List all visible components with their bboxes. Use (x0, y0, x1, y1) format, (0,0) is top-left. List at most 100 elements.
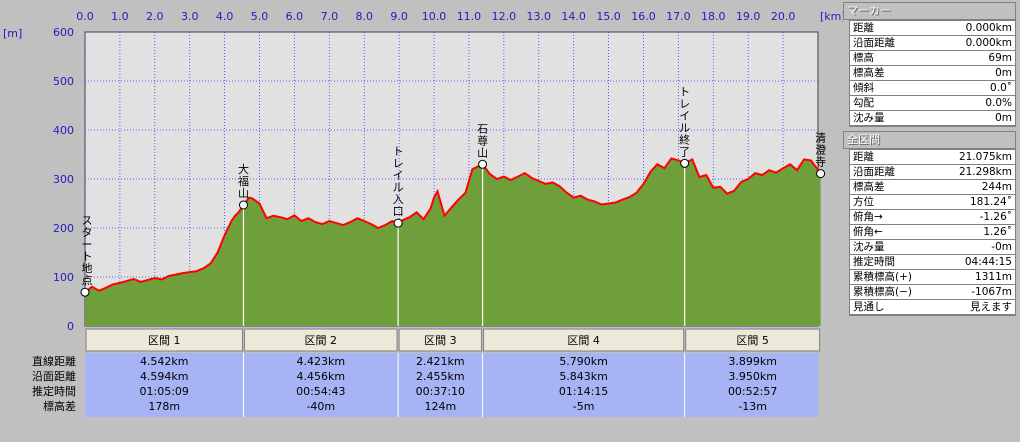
segment-value: 3.950km (728, 370, 777, 383)
total_panel-value: -0m (991, 241, 1012, 253)
marker-dot (238, 200, 248, 210)
segment-row-label: 標高差 (43, 399, 76, 413)
marker-label: 大福山 (238, 162, 249, 200)
segment-value: 4.542km (140, 355, 189, 368)
segment-value: 3.899km (728, 355, 777, 368)
segment-name: 区間 4 (567, 334, 600, 347)
marker-label: トレイル入口 (393, 145, 404, 218)
x-tick-label: 9.0 (390, 10, 408, 23)
x-tick-label: 17.0 (666, 10, 691, 23)
marker_panel-key: 勾配 (853, 97, 874, 109)
total_panel-value: -1067m (971, 286, 1012, 298)
total_panel-row: 見通し 見えます (850, 300, 1015, 314)
marker_panel-value: 0.000km (965, 22, 1012, 34)
total_panel-row: 距離 21.075km (850, 150, 1015, 164)
segment-header-5 (685, 328, 821, 352)
x-tick-label: 13.0 (527, 10, 552, 23)
y-tick-label: 500 (53, 75, 74, 88)
total_panel-key: 距離 (853, 151, 874, 163)
segment-value: -5m (573, 400, 595, 413)
x-tick-label: 6.0 (286, 10, 304, 23)
x-tick-label: 3.0 (181, 10, 199, 23)
marker-label: スタート地点 (82, 214, 93, 287)
marker-label: トレイル終了 (679, 85, 690, 158)
marker_panel-key: 傾斜 (853, 82, 874, 94)
total_panel-value: 1.26˚ (983, 226, 1012, 238)
x-tick-label: 5.0 (251, 10, 269, 23)
segment-value: 00:52:57 (728, 385, 777, 398)
y-unit-label: [m] (3, 27, 22, 40)
segment-value: 178m (148, 400, 180, 413)
marker-label: 清澄寺 (815, 132, 826, 169)
elevation-line (84, 157, 822, 293)
total_panel-key: 俯角← (853, 226, 883, 238)
marker-dot (680, 158, 690, 168)
segment-value: 01:14:15 (559, 385, 608, 398)
x-tick-label: 19.0 (736, 10, 761, 23)
marker_panel-row: 距離 0.000km (850, 21, 1015, 35)
marker-dot (478, 159, 488, 169)
total_panel-key: 累積標高(+) (853, 271, 912, 283)
total_panel-row: 累積標高(−) -1067m (850, 285, 1015, 299)
y-tick-label: 600 (53, 26, 74, 39)
y-tick-label: 0 (67, 320, 74, 333)
total_panel-key: 推定時間 (853, 256, 895, 268)
x-tick-label: 12.0 (492, 10, 517, 23)
marker_panel-row: 標高差 0m (850, 66, 1015, 80)
x-tick-label: 2.0 (146, 10, 164, 23)
x-tick-label: 16.0 (631, 10, 656, 23)
segment-value: 5.843km (559, 370, 608, 383)
x-tick-label: 1.0 (111, 10, 129, 23)
x-tick-label: 20.0 (771, 10, 796, 23)
total_panel-row: 累積標高(+) 1311m (850, 270, 1015, 284)
marker_panel-row: 沿面距離 0.000km (850, 36, 1015, 50)
segment-value: -40m (306, 400, 335, 413)
marker_panel-value: 0m (995, 67, 1012, 79)
segment-value: 4.594km (140, 370, 189, 383)
total_panel-value: -1.26˚ (979, 211, 1012, 223)
marker_panel-key: 標高 (853, 52, 874, 64)
segment-value: 2.421km (416, 355, 465, 368)
total_panel-value: 見えます (970, 301, 1012, 313)
marker_panel-key: 沿面距離 (853, 37, 895, 49)
marker_panel-value: 69m (988, 52, 1012, 64)
x-tick-label: 0.0 (76, 10, 94, 23)
y-tick-label: 100 (53, 271, 74, 284)
segment-header-1 (85, 328, 243, 352)
total_panel-row: 俯角→ -1.26˚ (850, 210, 1015, 224)
y-tick-label: 200 (53, 222, 74, 235)
x-tick-label: 8.0 (355, 10, 373, 23)
total_panel-row: 方位 181.24˚ (850, 195, 1015, 209)
marker-label: 石尊山 (477, 122, 488, 159)
marker-dot (80, 287, 90, 297)
total_panel-row: 推定時間 04:44:15 (850, 255, 1015, 269)
total_panel-row: 標高差 244m (850, 180, 1015, 194)
segment-value: 00:37:10 (416, 385, 465, 398)
segment-name: 区間 3 (424, 334, 457, 347)
marker_panel-value: 0.0˚ (990, 82, 1012, 94)
total_panel-key: 見通し (853, 301, 885, 313)
segment-name: 区間 5 (736, 334, 769, 347)
segment-row-label: 沿面距離 (32, 369, 76, 383)
total_panel-key: 標高差 (853, 181, 885, 193)
marker-panel-title: マーカー (843, 2, 1016, 20)
total_panel-key: 俯角→ (853, 211, 883, 223)
total_panel-value: 1311m (975, 271, 1012, 283)
segment-header-3 (398, 328, 483, 352)
segment-body-bg (85, 353, 818, 417)
marker_panel-row: 傾斜 0.0˚ (850, 81, 1015, 95)
x-tick-label: 11.0 (457, 10, 482, 23)
total_panel-value: 181.24˚ (970, 196, 1012, 208)
x-tick-label: 4.0 (216, 10, 234, 23)
info-panel: マーカー 距離 0.000km 沿面距離 0.000km 標高 69m 標高差 0m 傾斜 0.0… (843, 0, 1016, 316)
total_panel-key: 沈み量 (853, 241, 885, 253)
marker_panel-key: 標高差 (853, 67, 885, 79)
segment-value: 124m (424, 400, 456, 413)
x-tick-label: 14.0 (561, 10, 586, 23)
segment-header-2 (243, 328, 398, 352)
total_panel-key: 累積標高(−) (853, 286, 912, 298)
x-tick-label: 10.0 (422, 10, 447, 23)
elevation-profile-chart: 0.0 1.0 2.0 3.0 4.0 5.0 6.0 7.0 8.0 9.0 10.0 11.0 12… (3, 10, 843, 417)
segment-value: 5.790km (559, 355, 608, 368)
